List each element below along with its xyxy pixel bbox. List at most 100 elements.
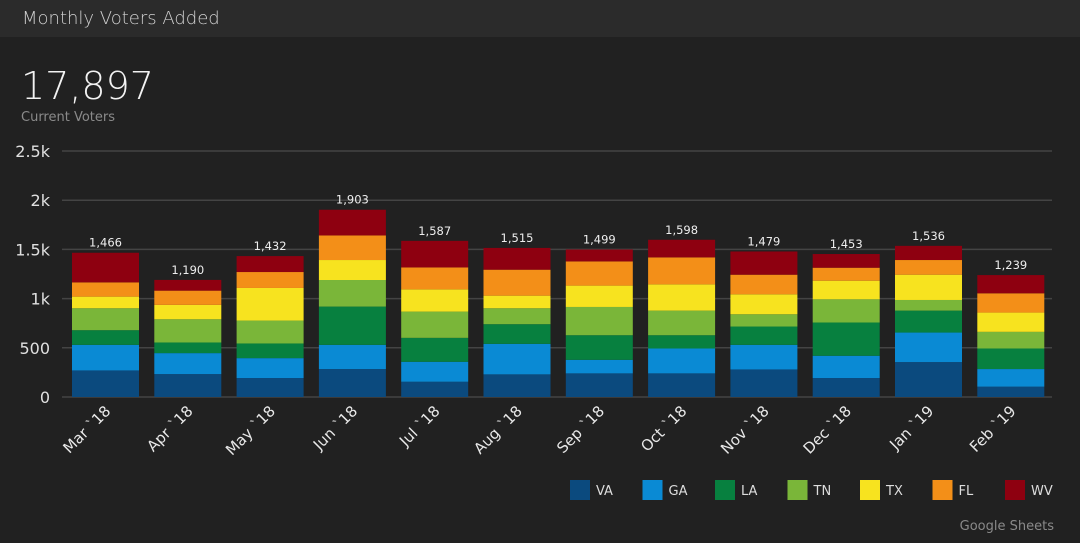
total-label: 1,239 [994,258,1027,272]
bar-segment-la [236,343,304,359]
bar-segment-fl [648,257,716,285]
y-tick-label: 1k [31,290,51,309]
bar-segment-fl [72,282,139,297]
scorecard-value: 17,897 [21,64,154,108]
bar-segment-la [154,342,222,354]
bar-segment-tx [401,289,469,312]
bar-segment-tx [154,304,222,320]
bar-segment-ga [318,344,386,370]
bar-segment-ga [895,332,962,363]
bar-segment-wv [483,247,551,270]
bar-segment-tn [318,280,386,307]
y-tick-label: 1.5k [15,240,50,259]
bar-segment-fl [318,235,386,261]
bar-segment-la [483,324,551,344]
bar-segment-ga [812,355,880,379]
total-label: 1,598 [665,223,698,237]
legend-label: TN [813,484,832,499]
total-label: 1,479 [747,234,780,248]
bar-segment-ga [977,369,1045,387]
x-tick-label: Feb `19 [966,402,1020,456]
x-tick-label: Jun `18 [309,402,361,454]
bar-segment-ga [236,358,304,379]
bar-segment-tx [565,285,633,307]
bar-segment-va [895,362,962,397]
bar-segment-tx [648,284,716,311]
y-tick-label: 2k [31,191,51,210]
bar-segment-la [730,326,798,345]
bar-segment-tn [648,310,716,336]
chart-title: Monthly Voters Added [22,8,220,29]
bar-segment-va [401,381,469,397]
bar-segment-fl [730,274,798,295]
bar-segment-tn [483,308,551,325]
bar-segment-wv [154,279,222,291]
bar-segment-tx [977,312,1045,332]
bar-segment-ga [730,344,798,370]
bar-segment-va [977,386,1045,397]
bar-segment-ga [154,353,222,375]
x-tick-label: Nov `18 [717,402,773,458]
bar-segment-ga [401,361,469,382]
bar-segment-fl [977,293,1045,313]
y-tick-label: 2.5k [15,142,50,161]
legend-label: LA [741,484,758,499]
bar-segment-va [812,378,880,397]
bar-segment-tx [72,296,139,309]
bar-segment-va [154,374,222,397]
bar-segment-ga [648,348,716,374]
bar-segment-va [236,378,304,397]
legend-swatch-tn [787,480,808,500]
legend-swatch-ga [642,480,663,500]
bar-segment-va [730,369,798,397]
bar-segment-va [648,373,716,397]
bar-segment-tn [565,306,633,336]
x-tick-label: May `18 [222,402,279,459]
bar-segment-fl [812,267,880,281]
legend-swatch-fl [932,480,953,500]
bar-segment-va [565,373,633,397]
bar-segment-tn [977,331,1045,349]
total-label: 1,499 [583,232,616,246]
header-bar: Monthly Voters Added [0,0,1080,37]
bar-segment-ga [72,344,139,371]
bar-segment-tx [812,280,880,300]
bar-segment-tn [154,319,222,343]
total-label: 1,432 [254,239,287,253]
bar-segment-la [318,306,386,345]
y-tick-label: 0 [40,388,50,407]
bar-segment-fl [401,267,469,290]
bar-segment-tn [812,299,880,323]
legend-swatch-va [570,480,590,500]
x-tick-label: Aug `18 [470,402,526,458]
bar-segment-la [895,310,962,333]
legend-swatch-tx [860,480,880,500]
bar-segment-fl [236,272,304,288]
bar-segment-tx [730,294,798,315]
bar-segment-tn [730,314,798,327]
bar-segment-la [812,322,880,356]
legend-label: VA [596,484,613,499]
bar-segment-wv [977,275,1045,294]
legend-label: FL [959,484,974,499]
bar-segment-tn [72,308,139,331]
total-label: 1,466 [89,236,122,250]
bar-segment-va [318,369,386,397]
bar-segment-fl [154,290,222,305]
bar-segment-la [72,330,139,345]
total-label: 1,536 [912,229,945,243]
bar-segment-wv [318,209,386,236]
bar-segment-wv [895,245,962,261]
legend-swatch-la [715,480,735,500]
legend-label: GA [669,484,688,499]
x-tick-label: Dec `18 [800,402,855,457]
legend-label: TX [885,484,903,499]
bar-segment-fl [565,261,633,286]
source-label: Google Sheets [959,519,1054,534]
bar-segment-la [648,335,716,349]
bar-segment-ga [565,359,633,374]
x-tick-label: Jan `19 [885,402,937,454]
total-label: 1,515 [501,231,534,245]
bar-segment-wv [401,240,469,268]
